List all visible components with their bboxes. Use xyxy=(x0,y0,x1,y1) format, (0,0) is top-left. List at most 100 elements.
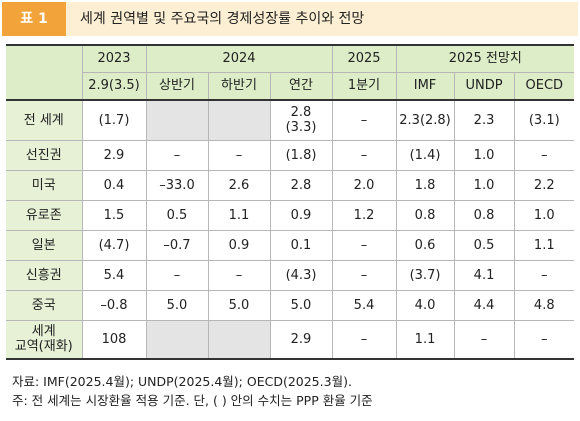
table-cell: – xyxy=(207,259,271,291)
table-cell: (4.7) xyxy=(81,229,147,261)
row-label: 전 세계 xyxy=(6,99,83,141)
table-cell: – xyxy=(453,319,515,360)
table-cell: 0.8 xyxy=(395,199,455,231)
table-cell: –0.8 xyxy=(81,289,147,321)
table-cell: 2.9 xyxy=(81,139,147,171)
table-cell: 2.3 xyxy=(453,99,515,141)
table-cell: 5.4 xyxy=(81,259,147,291)
table-cell: 0.4 xyxy=(81,169,147,201)
table-title: 세계 권역별 및 주요국의 경제성장률 추이와 전망 xyxy=(80,11,365,27)
row-label: 세계 교역(재화) xyxy=(6,319,83,360)
table-title-bar: 표 1 세계 권역별 및 주요국의 경제성장률 추이와 전망 xyxy=(2,2,578,36)
header-sub: 2.9(3.5) xyxy=(82,71,147,101)
row-label: 유로존 xyxy=(6,199,83,231)
table-cell xyxy=(207,99,271,141)
table-cell: – xyxy=(331,229,397,261)
table-row: 신흥권 5.4– – (4.3) – (3.7) 4.1– xyxy=(6,259,575,291)
header-group-2024: 2024 xyxy=(145,44,333,73)
table-cell: 1.2 xyxy=(331,199,397,231)
source-note: 자료: IMF(2025.4월); UNDP(2025.4월); OECD(20… xyxy=(12,374,352,389)
table-cell: 2.3(2.8) xyxy=(395,99,455,141)
table-cell: (1.4) xyxy=(395,139,455,171)
table-cell: 108 xyxy=(81,319,147,360)
table-cell: – xyxy=(513,139,575,171)
table-cell: (1.7) xyxy=(81,99,147,141)
table-cell: 1.8 xyxy=(395,169,455,201)
table-cell: 1.1 xyxy=(207,199,271,231)
table-cell: (4.3) xyxy=(269,259,333,291)
table-cell: 2.8 (3.3) xyxy=(269,99,333,141)
row-label: 중국 xyxy=(6,289,83,321)
table-cell: –33.0 xyxy=(145,169,209,201)
table-cell: 2.2 xyxy=(513,169,575,201)
header-sub: IMF xyxy=(395,71,455,101)
table-cell xyxy=(207,319,271,360)
table-cell: – xyxy=(513,319,575,360)
table-cell: – xyxy=(331,319,397,360)
table-cell: 2.8 xyxy=(269,169,333,201)
table-cell: 1.0 xyxy=(453,139,515,171)
footnote: 주: 전 세계는 시장환율 적용 기준. 단, ( ) 안의 수치는 PPP 환… xyxy=(12,393,373,408)
table-cell: 4.0 xyxy=(395,289,455,321)
growth-table: 2023 2024 2025 2025 전망치 2.9(3.5) 상반기 하반기… xyxy=(6,44,575,360)
header-group-2025: 2025 xyxy=(331,44,397,73)
table-cell xyxy=(145,319,209,360)
corner-cell xyxy=(6,44,83,101)
table-cell: 0.1 xyxy=(269,229,333,261)
table-cell: – xyxy=(207,139,271,171)
table-row: 세계 교역(재화) 108 2.9–1.1– – xyxy=(6,319,575,360)
table-row: 일본 (4.7) –0.7 0.9 0.1–0.6 0.5 1.1 xyxy=(6,229,575,261)
table-cell: – xyxy=(145,139,209,171)
table-cell: 5.0 xyxy=(145,289,209,321)
header-group-forecast: 2025 전망치 xyxy=(395,44,575,73)
table-cell xyxy=(145,99,209,141)
table-cell: – xyxy=(513,259,575,291)
table-cell: – xyxy=(331,139,397,171)
table-cell: 0.5 xyxy=(145,199,209,231)
table-cell: (1.8) xyxy=(269,139,333,171)
header-group-2023: 2023 xyxy=(81,44,147,73)
table-cell: 1.0 xyxy=(453,169,515,201)
table-cell: 2.9 xyxy=(269,319,333,360)
header-sub: OECD xyxy=(513,71,575,101)
table-row: 전 세계 (1.7) 2.8 (3.3) –2.3(2.8) 2.3 (3.1) xyxy=(6,99,575,141)
table-cell: 0.8 xyxy=(453,199,515,231)
table-cell: 4.8 xyxy=(513,289,575,321)
table-cell: (3.7) xyxy=(395,259,455,291)
header-sub: 1분기 xyxy=(331,71,397,101)
table-badge: 표 1 xyxy=(2,2,66,36)
table-cell: 5.0 xyxy=(207,289,271,321)
header-sub: UNDP xyxy=(453,71,515,101)
table-cell: 5.0 xyxy=(269,289,333,321)
row-label: 미국 xyxy=(6,169,83,201)
table-cell: 4.4 xyxy=(453,289,515,321)
table-cell: (3.1) xyxy=(513,99,575,141)
table-cell: 4.1 xyxy=(453,259,515,291)
row-label: 일본 xyxy=(6,229,83,261)
table-cell: –0.7 xyxy=(145,229,209,261)
table-row: 중국 –0.8 5.0 5.0 5.0 5.4 4.0 4.4 4.8 xyxy=(6,289,575,321)
table-cell: 2.0 xyxy=(331,169,397,201)
table-cell: 2.6 xyxy=(207,169,271,201)
table-row: 유로존 1.5 0.5 1.1 0.9 1.2 0.8 0.8 1.0 xyxy=(6,199,575,231)
header-sub: 하반기 xyxy=(207,71,271,101)
table-cell: 0.9 xyxy=(207,229,271,261)
header-sub: 상반기 xyxy=(145,71,209,101)
table-cell: – xyxy=(331,259,397,291)
table-row: 선진권 2.9– – (1.8) – (1.4) 1.0– xyxy=(6,139,575,171)
table-cell: 0.6 xyxy=(395,229,455,261)
row-label: 선진권 xyxy=(6,139,83,171)
table-cell: 1.1 xyxy=(395,319,455,360)
table-cell: 1.1 xyxy=(513,229,575,261)
table-cell: – xyxy=(145,259,209,291)
row-label: 신흥권 xyxy=(6,259,83,291)
header-sub: 연간 xyxy=(269,71,333,101)
table-cell: 1.5 xyxy=(81,199,147,231)
table-row: 미국 0.4 –33.0 2.6 2.8 2.0 1.8 1.0 2.2 xyxy=(6,169,575,201)
table-cell: – xyxy=(331,99,397,141)
table-cell: 0.9 xyxy=(269,199,333,231)
table-body: 전 세계 (1.7) 2.8 (3.3) –2.3(2.8) 2.3 (3.1) 선진권 2.… xyxy=(6,99,575,360)
table-cell: 5.4 xyxy=(331,289,397,321)
table-cell: 1.0 xyxy=(513,199,575,231)
